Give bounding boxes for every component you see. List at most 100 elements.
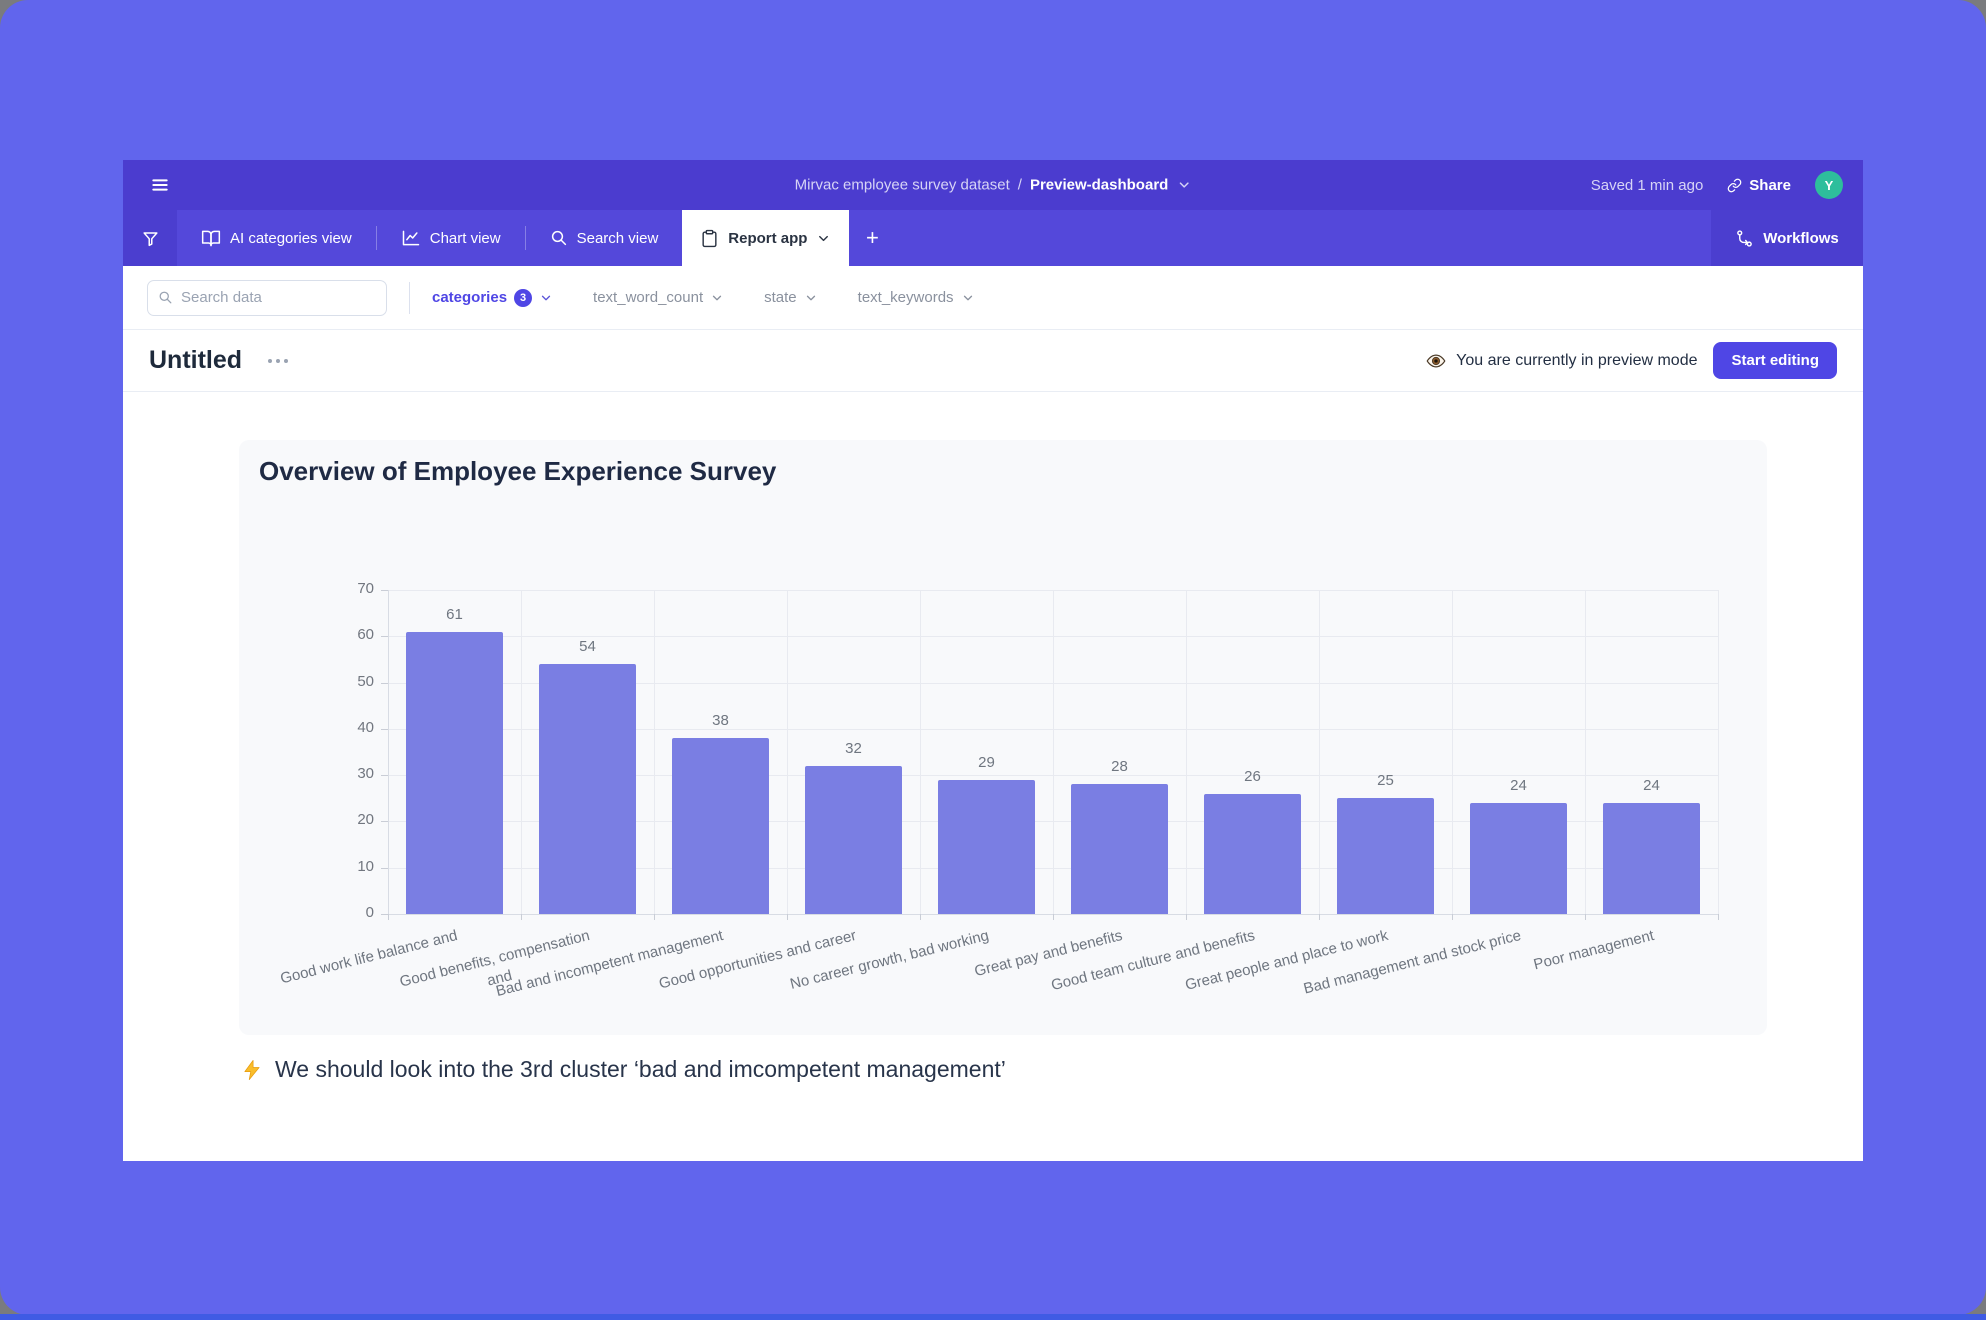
filter-state[interactable]: state: [764, 289, 818, 306]
bar[interactable]: [1603, 802, 1701, 914]
v-gridline: [1718, 590, 1719, 914]
chevron-down-icon[interactable]: [816, 231, 831, 246]
breadcrumb-current: Preview-dashboard: [1029, 176, 1169, 194]
tab-bar-spacer: [895, 210, 1711, 266]
bar[interactable]: [938, 779, 1036, 914]
bar-chart: 0 10 20 30 40 50 60 70 61 Good work life balance …: [278, 580, 1719, 1000]
chart-card: Overview of Employee Experience Survey 0…: [239, 440, 1767, 1035]
chevron-down-icon: [804, 291, 818, 305]
filter-label: categories: [432, 289, 508, 306]
bar[interactable]: [1470, 802, 1568, 914]
y-axis-tick: [381, 728, 388, 730]
x-axis-tick: [388, 914, 389, 920]
menu-icon: [150, 175, 170, 195]
tab-label: AI categories view: [230, 229, 352, 247]
y-axis-label: 20: [357, 811, 374, 829]
chevron-down-icon[interactable]: [1176, 178, 1191, 193]
v-gridline: [1585, 590, 1586, 914]
filter-count-badge: 3: [514, 288, 533, 307]
bar[interactable]: [406, 631, 504, 914]
search-icon: [158, 290, 173, 305]
filter-funnel-button[interactable]: [123, 210, 177, 266]
x-axis-category-label: Poor management: [1532, 926, 1656, 974]
breadcrumb[interactable]: Mirvac employee survey dataset / Preview…: [795, 177, 1192, 194]
menu-button[interactable]: [143, 168, 177, 202]
ellipsis-icon: [268, 358, 289, 363]
bar[interactable]: [672, 738, 770, 914]
app-window: Mirvac employee survey dataset / Preview…: [123, 160, 1863, 1161]
x-axis-tick: [1319, 914, 1320, 920]
bar[interactable]: [1071, 784, 1169, 914]
bar-value-label: 24: [1510, 776, 1527, 794]
filter-icon: [141, 229, 160, 248]
share-button[interactable]: Share: [1727, 177, 1791, 194]
bottom-edge-strip: [0, 1314, 1986, 1320]
preview-notice-text: You are currently in preview mode: [1456, 351, 1698, 369]
bar[interactable]: [539, 664, 637, 914]
x-axis-tick: [1452, 914, 1453, 920]
y-axis-tick: [381, 775, 388, 777]
y-axis-label: 40: [357, 718, 374, 736]
header-right-group: Saved 1 min ago Share Y: [1591, 171, 1843, 199]
page-options-button[interactable]: [268, 358, 289, 363]
bar[interactable]: [805, 765, 903, 914]
add-tab-button[interactable]: +: [849, 210, 895, 266]
tab-ai-categories-view[interactable]: AI categories view: [177, 210, 376, 266]
bar-value-label: 54: [579, 638, 596, 656]
workflows-icon: [1735, 229, 1754, 248]
page-toolbar: Untitled You are currently in preview mo…: [123, 330, 1863, 392]
share-label: Share: [1749, 176, 1791, 194]
v-gridline: [1186, 590, 1187, 914]
bar-value-label: 26: [1244, 767, 1261, 785]
filter-label: text_word_count: [593, 289, 704, 306]
search-input[interactable]: [181, 289, 376, 306]
filter-label: state: [764, 289, 797, 306]
tab-label: Chart view: [429, 229, 501, 247]
filter-text-keywords[interactable]: text_keywords: [858, 289, 975, 306]
link-icon: [1727, 178, 1742, 193]
page-title-group: Untitled: [149, 346, 289, 375]
bar[interactable]: [1337, 798, 1435, 914]
report-note: We should look into the 3rd cluster ‘bad…: [241, 1056, 1006, 1083]
filter-bar: categories 3 text_word_count state text: [123, 266, 1863, 330]
search-box[interactable]: [147, 279, 387, 316]
vertical-divider: [409, 281, 410, 314]
tab-bar: AI categories view Chart view Search vie…: [123, 210, 1863, 266]
x-axis-tick: [521, 914, 522, 920]
bar[interactable]: [1204, 793, 1302, 914]
y-axis-tick: [381, 682, 388, 684]
tab-chart-view[interactable]: Chart view: [377, 210, 525, 266]
x-axis-tick: [1585, 914, 1586, 920]
y-axis-label: 70: [357, 580, 374, 597]
filter-categories[interactable]: categories 3: [432, 288, 553, 307]
bar-value-label: 32: [845, 739, 862, 757]
filter-label: text_keywords: [857, 289, 954, 306]
bar-value-label: 24: [1643, 776, 1660, 794]
filter-text-word-count[interactable]: text_word_count: [593, 289, 724, 306]
v-gridline: [1452, 590, 1453, 914]
start-editing-button[interactable]: Start editing: [1713, 342, 1837, 379]
bar-value-label: 38: [712, 712, 729, 730]
filter-chips: categories 3 text_word_count state text: [432, 288, 975, 307]
tab-label: Report app: [728, 229, 808, 247]
tab-separator: [375, 226, 377, 250]
v-gridline: [787, 590, 788, 914]
x-axis-tick: [654, 914, 655, 920]
breadcrumb-dataset: Mirvac employee survey dataset: [794, 176, 1010, 194]
y-axis-label: 60: [357, 626, 374, 644]
bar-value-label: 29: [978, 753, 995, 771]
app-header: Mirvac employee survey dataset / Preview…: [123, 160, 1863, 210]
y-axis-tick: [381, 636, 388, 638]
y-axis-label: 10: [357, 857, 374, 875]
eye-icon: [1426, 351, 1446, 371]
book-icon: [201, 228, 221, 248]
chart-title: Overview of Employee Experience Survey: [259, 456, 777, 486]
report-content: Overview of Employee Experience Survey 0…: [123, 392, 1863, 1161]
x-axis-tick: [920, 914, 921, 920]
tab-search-view[interactable]: Search view: [526, 210, 683, 266]
workflows-button[interactable]: Workflows: [1711, 210, 1863, 266]
preview-group: You are currently in preview mode Start …: [1426, 342, 1837, 379]
y-axis-tick: [381, 590, 388, 591]
avatar[interactable]: Y: [1815, 171, 1843, 199]
tab-report-app[interactable]: Report app: [682, 210, 850, 266]
